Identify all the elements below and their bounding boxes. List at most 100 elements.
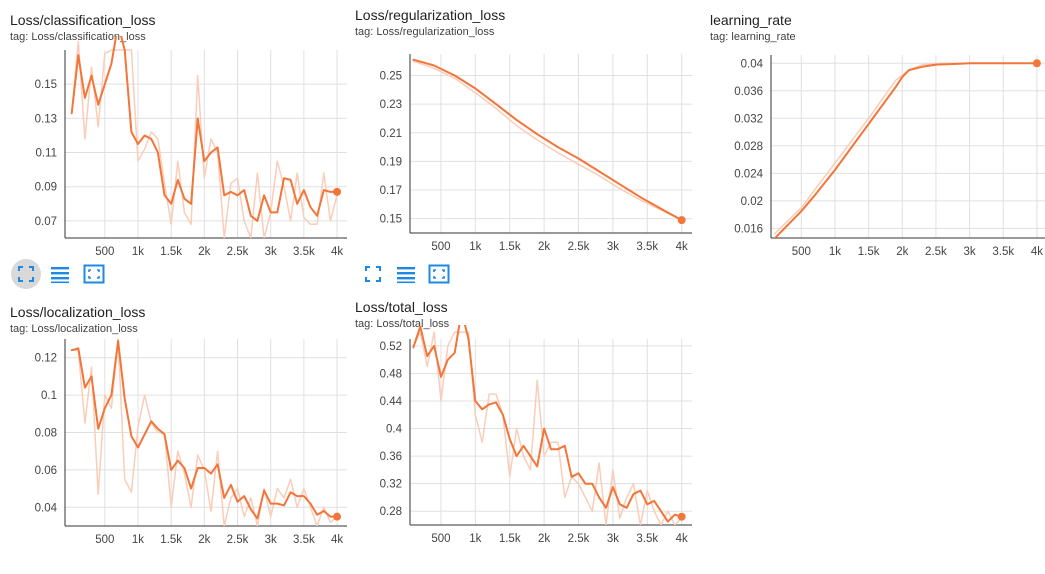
x-tick-label: 2.5k bbox=[925, 246, 947, 258]
y-tick-label: 0.04 bbox=[741, 58, 764, 70]
x-tick-label: 4k bbox=[676, 533, 688, 545]
y-tick-label: 0.4 bbox=[386, 424, 403, 436]
x-tick-label: 2k bbox=[896, 246, 908, 258]
y-tick-label: 0.09 bbox=[35, 182, 57, 194]
last-point-marker bbox=[677, 216, 686, 225]
y-tick-label: 0.17 bbox=[380, 185, 402, 197]
x-tick-label: 1.5k bbox=[160, 246, 182, 258]
fit-domain-button[interactable] bbox=[11, 259, 41, 289]
x-tick-label: 1.5k bbox=[499, 241, 521, 253]
raw-series-line bbox=[412, 60, 683, 221]
expand-chart-icon bbox=[83, 264, 105, 284]
fit-domain-icon bbox=[365, 266, 381, 282]
y-tick-label: 0.48 bbox=[380, 368, 402, 380]
smoothed-series-line bbox=[412, 325, 683, 523]
x-tick-label: 3k bbox=[265, 534, 277, 546]
y-tick-label: 0.21 bbox=[380, 128, 402, 140]
chart-tag: tag: Loss/regularization_loss bbox=[355, 26, 495, 38]
x-tick-label: 1k bbox=[469, 533, 481, 545]
smoothed-series-line bbox=[412, 58, 683, 222]
x-tick-label: 1.5k bbox=[160, 534, 182, 546]
x-tick-label: 4k bbox=[331, 246, 343, 258]
expand-chart-icon bbox=[428, 264, 450, 284]
toggle-y-log-button[interactable] bbox=[394, 262, 418, 286]
chart-card-learning-rate: learning_rate tag: learning_rate 500 1k 1.… bbox=[710, 12, 1045, 282]
y-tick-label: 0.1 bbox=[41, 390, 57, 402]
x-tick-label: 1k bbox=[829, 246, 841, 258]
x-tick-label: 2.5k bbox=[568, 241, 590, 253]
x-tick-label: 500 bbox=[95, 534, 114, 546]
last-point-marker bbox=[1032, 59, 1041, 68]
y-tick-label: 0.08 bbox=[35, 428, 57, 440]
y-tick-label: 0.036 bbox=[734, 86, 763, 98]
x-tick-label: 2.5k bbox=[568, 533, 590, 545]
smoothed-series-line bbox=[773, 62, 1038, 238]
y-tick-label: 0.13 bbox=[35, 113, 57, 125]
chart-card-localization-loss: Loss/localization_loss tag: Loss/localiz… bbox=[10, 304, 350, 574]
chart-title: Loss/classification_loss bbox=[10, 12, 156, 28]
y-tick-label: 0.016 bbox=[734, 223, 763, 235]
raw-series-line bbox=[773, 62, 1038, 235]
x-tick-label: 3.5k bbox=[636, 241, 658, 253]
fit-domain-icon bbox=[18, 266, 34, 282]
x-tick-label: 3k bbox=[607, 533, 619, 545]
expand-chart-button[interactable] bbox=[427, 262, 451, 286]
chart-card-regularization-loss: Loss/regularization_loss tag: Loss/regul… bbox=[355, 7, 695, 277]
chart-title: Loss/total_loss bbox=[355, 299, 448, 315]
y-tick-label: 0.15 bbox=[35, 79, 57, 91]
y-tick-label: 0.23 bbox=[380, 99, 402, 111]
y-tick-label: 0.07 bbox=[35, 216, 57, 228]
x-tick-label: 3.5k bbox=[293, 534, 315, 546]
chart-tag: tag: Loss/localization_loss bbox=[10, 323, 138, 335]
y-tick-label: 0.024 bbox=[734, 168, 763, 180]
x-tick-label: 4k bbox=[1031, 246, 1043, 258]
y-tick-label: 0.36 bbox=[380, 451, 402, 463]
chart-tag: tag: learning_rate bbox=[710, 31, 796, 43]
x-tick-label: 500 bbox=[431, 533, 450, 545]
y-tick-label: 0.28 bbox=[380, 506, 402, 518]
y-tick-label: 0.028 bbox=[734, 141, 763, 153]
expand-chart-button[interactable] bbox=[82, 262, 106, 286]
last-point-marker bbox=[333, 187, 342, 196]
x-tick-label: 3k bbox=[964, 246, 976, 258]
x-tick-label: 2.5k bbox=[227, 534, 249, 546]
chart-title: learning_rate bbox=[710, 12, 792, 28]
x-tick-label: 1.5k bbox=[499, 533, 521, 545]
toggle-y-log-button[interactable] bbox=[48, 262, 72, 286]
chart-plot[interactable]: 500 1k 1.5k 2k 2.5k 3k 3.5k 4k 0.07 0.09 0.11 0.13 0… bbox=[10, 12, 350, 270]
chart-tag: tag: Loss/total_loss bbox=[355, 318, 450, 330]
chart-title: Loss/localization_loss bbox=[10, 304, 146, 320]
smoothed-series-line bbox=[70, 339, 338, 520]
x-tick-label: 3.5k bbox=[293, 246, 315, 258]
x-tick-label: 1k bbox=[132, 534, 144, 546]
x-tick-label: 3.5k bbox=[636, 533, 658, 545]
y-tick-label: 0.52 bbox=[380, 341, 402, 353]
chart-plot[interactable]: 500 1k 1.5k 2k 2.5k 3k 3.5k 4k 0.016 0.02 0.024 0.0… bbox=[710, 12, 1045, 270]
x-tick-label: 2k bbox=[198, 246, 210, 258]
y-tick-label: 0.25 bbox=[380, 70, 402, 82]
y-tick-label: 0.12 bbox=[35, 353, 57, 365]
x-tick-label: 500 bbox=[431, 241, 450, 253]
chart-plot[interactable]: 500 1k 1.5k 2k 2.5k 3k 3.5k 4k 0.15 0.17 0.19 0.21 0… bbox=[355, 7, 695, 265]
smoothed-series-line bbox=[70, 36, 338, 222]
x-tick-label: 3.5k bbox=[992, 246, 1014, 258]
chart-plot[interactable]: 500 1k 1.5k 2k 2.5k 3k 3.5k 4k 0.04 0.06 0.08 0.1 0.… bbox=[10, 304, 350, 550]
chart-title: Loss/regularization_loss bbox=[355, 7, 506, 23]
y-tick-label: 0.32 bbox=[380, 479, 402, 491]
toggle-y-log-icon bbox=[51, 267, 69, 284]
x-tick-label: 500 bbox=[792, 246, 811, 258]
last-point-marker bbox=[333, 512, 342, 521]
x-tick-label: 1.5k bbox=[858, 246, 880, 258]
chart-card-classification-loss: Loss/classification_loss tag: Loss/class… bbox=[10, 12, 350, 282]
x-tick-label: 2.5k bbox=[227, 246, 249, 258]
y-tick-label: 0.02 bbox=[741, 196, 763, 208]
last-point-marker bbox=[677, 512, 686, 521]
chart-tag: tag: Loss/classification_loss bbox=[10, 31, 146, 43]
x-tick-label: 3k bbox=[607, 241, 619, 253]
x-tick-label: 1k bbox=[132, 246, 144, 258]
raw-series-line bbox=[70, 40, 338, 238]
x-tick-label: 2k bbox=[538, 241, 550, 253]
fit-domain-button[interactable] bbox=[361, 262, 385, 286]
chart-plot[interactable]: 500 1k 1.5k 2k 2.5k 3k 3.5k 4k 0.28 0.32 0.36 0.4 0.… bbox=[355, 299, 695, 550]
x-tick-label: 500 bbox=[95, 246, 114, 258]
